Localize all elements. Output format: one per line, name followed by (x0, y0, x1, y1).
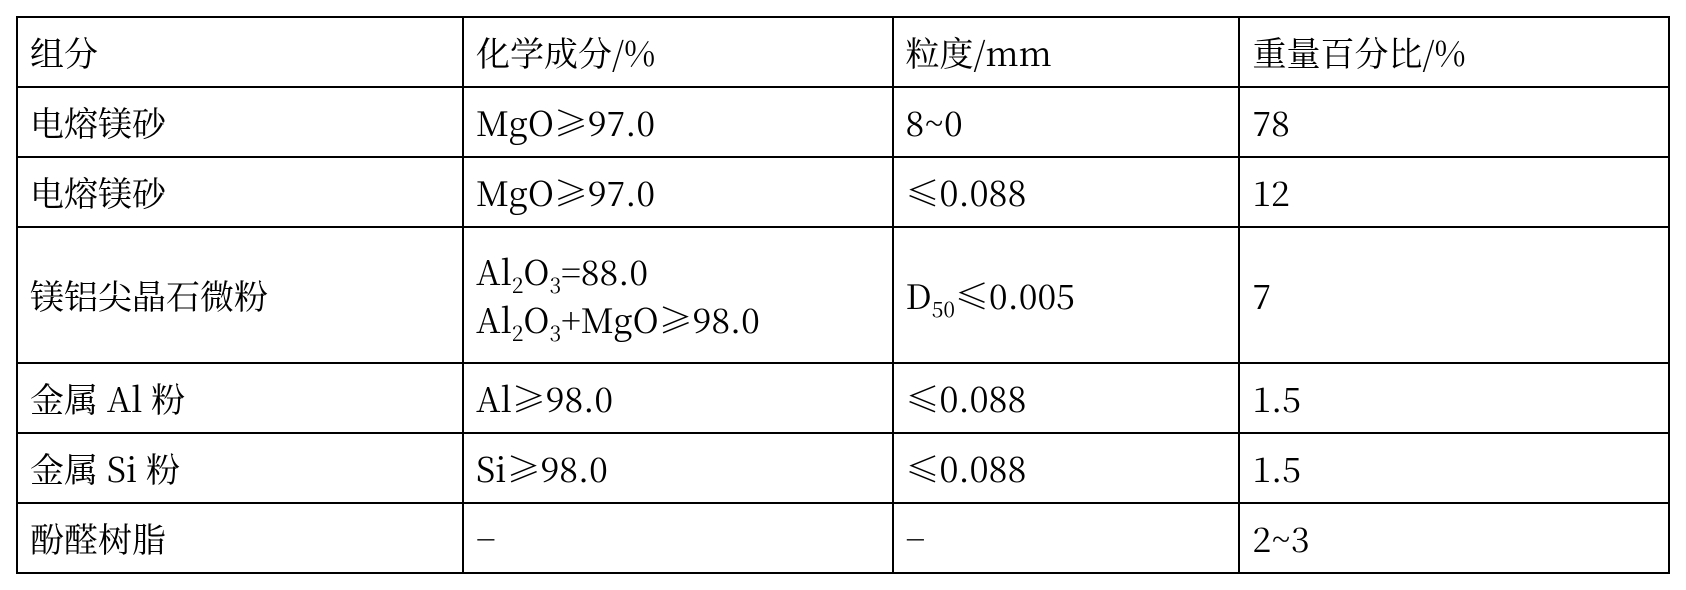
table-row: 金属 Al 粉 Al≥98.0 ≤0.088 1.5 (17, 363, 1669, 433)
composition-table: 组分 化学成分/% 粒度/mm 重量百分比/% 电熔镁砂 MgO≥97.0 8~… (16, 16, 1670, 574)
formula-part: O (523, 246, 549, 295)
cell-weight: 12 (1239, 157, 1669, 227)
table-row: 金属 Si 粉 Si≥98.0 ≤0.088 1.5 (17, 433, 1669, 503)
cell-chem: Al≥98.0 (463, 363, 893, 433)
cell-weight: 1.5 (1239, 433, 1669, 503)
cell-granularity: D50≤0.005 (893, 227, 1240, 363)
table-row: 电熔镁砂 MgO≥97.0 ≤0.088 12 (17, 157, 1669, 227)
chem-line-1: Al2O3=88.0 (476, 247, 880, 295)
table-row: 酚醛树脂 − − 2~3 (17, 503, 1669, 573)
cell-granularity: ≤0.088 (893, 157, 1240, 227)
header-weight: 重量百分比/% (1239, 17, 1669, 87)
formula-part: Al (476, 294, 512, 343)
cell-chem: Al2O3=88.0 Al2O3+MgO≥98.0 (463, 227, 893, 363)
header-component: 组分 (17, 17, 463, 87)
formula-sub: 50 (932, 294, 955, 324)
chem-line-2: Al2O3+MgO≥98.0 (476, 295, 880, 343)
formula-part: ≤0.005 (955, 270, 1075, 319)
cell-granularity: ≤0.088 (893, 433, 1240, 503)
table-row: 镁铝尖晶石微粉 Al2O3=88.0 Al2O3+MgO≥98.0 D50≤0.… (17, 227, 1669, 363)
cell-component: 酚醛树脂 (17, 503, 463, 573)
composition-table-wrapper: 组分 化学成分/% 粒度/mm 重量百分比/% 电熔镁砂 MgO≥97.0 8~… (16, 16, 1670, 574)
formula-part: +MgO≥98.0 (561, 294, 760, 343)
cell-chem: MgO≥97.0 (463, 157, 893, 227)
formula-part: Al (476, 246, 512, 295)
cell-weight: 78 (1239, 87, 1669, 157)
formula-part: O (523, 294, 549, 343)
header-granularity: 粒度/mm (893, 17, 1240, 87)
cell-component: 金属 Al 粉 (17, 363, 463, 433)
cell-granularity: − (893, 503, 1240, 573)
cell-component: 电熔镁砂 (17, 157, 463, 227)
cell-chem: − (463, 503, 893, 573)
formula-part: =88.0 (561, 246, 648, 295)
cell-chem: Si≥98.0 (463, 433, 893, 503)
cell-component: 金属 Si 粉 (17, 433, 463, 503)
cell-weight: 7 (1239, 227, 1669, 363)
formula-sub: 3 (549, 318, 561, 348)
formula-part: D (906, 270, 932, 319)
cell-granularity: 8~0 (893, 87, 1240, 157)
cell-weight: 2~3 (1239, 503, 1669, 573)
table-row: 电熔镁砂 MgO≥97.0 8~0 78 (17, 87, 1669, 157)
cell-weight: 1.5 (1239, 363, 1669, 433)
cell-granularity: ≤0.088 (893, 363, 1240, 433)
header-chem: 化学成分/% (463, 17, 893, 87)
table-header-row: 组分 化学成分/% 粒度/mm 重量百分比/% (17, 17, 1669, 87)
cell-chem: MgO≥97.0 (463, 87, 893, 157)
cell-component: 镁铝尖晶石微粉 (17, 227, 463, 363)
formula-sub: 2 (512, 318, 524, 348)
cell-component: 电熔镁砂 (17, 87, 463, 157)
